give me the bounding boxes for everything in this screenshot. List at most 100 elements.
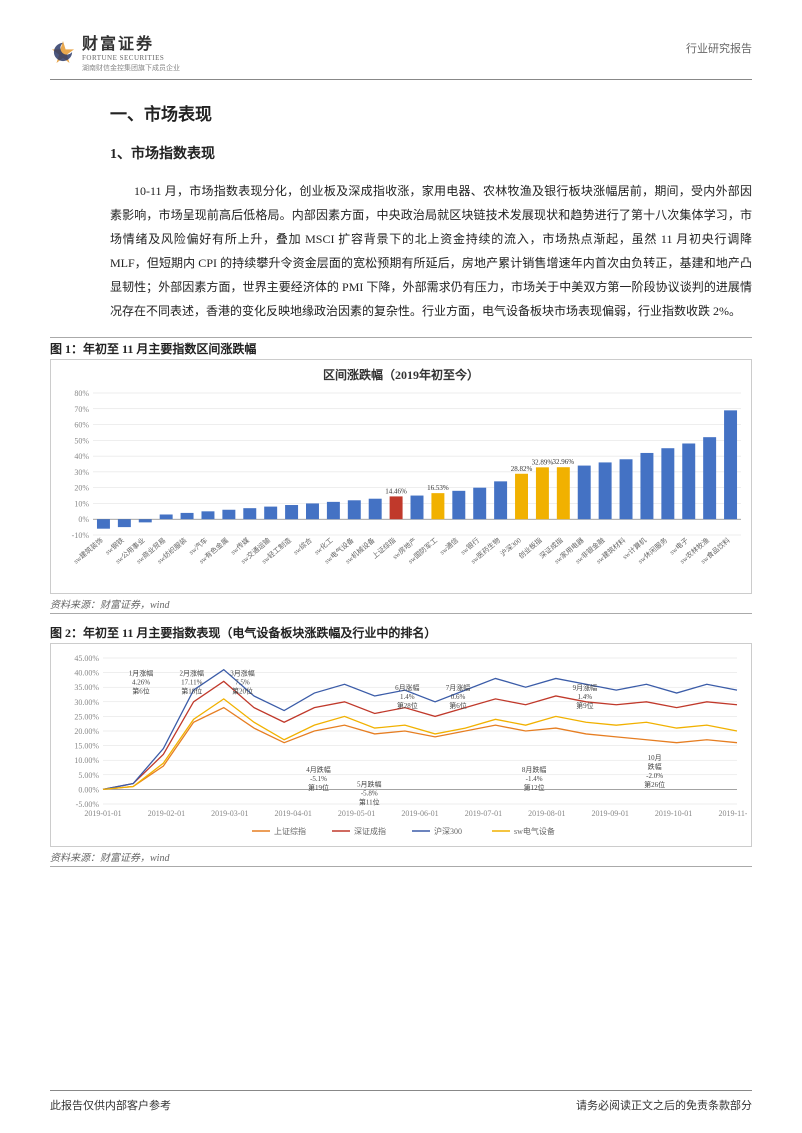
month-note-1-1: 17.11% (181, 679, 202, 687)
month-note-9-1: 跌幅 (648, 762, 662, 771)
doc-type: 行业研究报告 (686, 30, 752, 56)
page-container: 财富证券 FORTUNE SECURITIES 湖南财信金控集团旗下成员企业 行… (0, 0, 802, 1133)
month-note-3-2: 第19位 (308, 783, 329, 792)
body-paragraph-1: 10-11 月，市场指数表现分化，创业板及深成指收涨，家用电器、农林牧渔及银行板… (110, 179, 752, 323)
figure-1-caption: 图 1：年初至 11 月主要指数区间涨跌幅 (50, 337, 752, 357)
month-note-0-2: 第6位 (132, 687, 150, 696)
figure-2-chart: -5.00%0.00%5.00%10.00%15.00%20.00%25.00%… (50, 643, 752, 847)
footer-left: 此报告仅供内部客户参考 (50, 1097, 171, 1113)
bar-29 (703, 437, 716, 519)
month-note-7-0: 8月跌幅 (522, 765, 547, 774)
line-series-1 (103, 681, 737, 789)
svg-text:16.53%: 16.53% (427, 484, 449, 492)
line-chart-svg: -5.00%0.00%5.00%10.00%15.00%20.00%25.00%… (57, 650, 747, 840)
bar-0 (97, 519, 110, 528)
svg-text:2019-08-01: 2019-08-01 (528, 809, 565, 818)
logo-cn: 财富证券 (82, 30, 180, 54)
svg-text:-5.00%: -5.00% (76, 800, 100, 809)
bar-6 (222, 510, 235, 519)
bar-27 (661, 448, 674, 519)
logo-text-block: 财富证券 FORTUNE SECURITIES 湖南财信金控集团旗下成员企业 (82, 30, 180, 73)
svg-text:10.00%: 10.00% (74, 756, 99, 765)
month-note-2-1: 7.5% (235, 679, 250, 687)
month-note-4-0: 5月跌幅 (357, 779, 382, 788)
logo-icon (50, 39, 76, 65)
bar-1 (118, 519, 131, 527)
svg-text:2019-04-01: 2019-04-01 (275, 809, 312, 818)
svg-text:30%: 30% (74, 468, 89, 477)
svg-text:32.89%: 32.89% (532, 458, 554, 466)
section-heading-2: 1、市场指数表现 (110, 143, 752, 163)
month-note-6-1: 0.6% (451, 693, 466, 701)
svg-text:2019-06-01: 2019-06-01 (401, 809, 438, 818)
svg-text:25.00%: 25.00% (74, 712, 99, 721)
bar-18 (473, 488, 486, 520)
bar-chart-svg: -10%0%10%20%30%40%50%60%70%80%sw建筑装饰sw钢铁… (57, 387, 747, 587)
bar-19 (494, 481, 507, 519)
bar-21 (536, 467, 549, 519)
month-note-6-0: 7月涨幅 (446, 683, 471, 692)
month-note-8-2: 第9位 (576, 701, 594, 710)
svg-text:0.00%: 0.00% (78, 785, 99, 794)
month-note-5-2: 第28位 (397, 701, 418, 710)
bar-23 (578, 466, 591, 520)
bar-16 (431, 493, 444, 519)
month-note-7-2: 第12位 (524, 783, 545, 792)
bar-7 (243, 508, 256, 519)
svg-text:sw建筑装饰: sw建筑装饰 (72, 536, 105, 566)
legend-item-2: 沪深300 (434, 826, 462, 836)
bar-20 (515, 474, 528, 519)
svg-text:40%: 40% (74, 452, 89, 461)
logo-sub: 湖南财信金控集团旗下成员企业 (82, 63, 180, 73)
svg-text:50%: 50% (74, 436, 89, 445)
svg-text:35.00%: 35.00% (74, 683, 99, 692)
page-header: 财富证券 FORTUNE SECURITIES 湖南财信金控集团旗下成员企业 行… (50, 30, 752, 80)
svg-text:20%: 20% (74, 484, 89, 493)
svg-text:2019-03-01: 2019-03-01 (211, 809, 248, 818)
bar-15 (411, 496, 424, 520)
month-note-3-1: -5.1% (310, 775, 327, 783)
svg-text:2019-09-01: 2019-09-01 (592, 809, 629, 818)
month-note-9-3: 第26位 (644, 780, 665, 789)
bar-13 (369, 499, 382, 520)
month-note-7-1: -1.4% (526, 775, 543, 783)
svg-text:80%: 80% (74, 389, 89, 398)
month-note-8-1: 1.4% (578, 693, 593, 701)
bar-10 (306, 503, 319, 519)
month-note-0-1: 4.26% (132, 679, 150, 687)
month-note-9-2: -2.0% (646, 772, 663, 780)
bar-24 (599, 462, 612, 519)
svg-text:28.82%: 28.82% (511, 465, 533, 473)
logo-block: 财富证券 FORTUNE SECURITIES 湖南财信金控集团旗下成员企业 (50, 30, 180, 73)
svg-text:sw通信: sw通信 (438, 536, 460, 557)
footer-right: 请务必阅读正文之后的免责条款部分 (576, 1097, 752, 1113)
figure-2-source: 资料来源：财富证券，wind (50, 849, 752, 867)
figure-2-caption: 图 2：年初至 11 月主要指数表现（电气设备板块涨跌幅及行业中的排名） (50, 622, 752, 641)
month-note-2-0: 3月涨幅 (230, 669, 255, 678)
figure-1-chart: 区间涨跌幅（2019年初至今） -10%0%10%20%30%40%50%60%… (50, 359, 752, 594)
svg-text:sw综合: sw综合 (291, 536, 313, 557)
svg-text:2019-07-01: 2019-07-01 (465, 809, 502, 818)
svg-text:20.00%: 20.00% (74, 727, 99, 736)
svg-text:2019-10-01: 2019-10-01 (655, 809, 692, 818)
bar-9 (285, 505, 298, 519)
bar-14 (390, 496, 403, 519)
bar-4 (181, 513, 194, 519)
svg-text:30.00%: 30.00% (74, 698, 99, 707)
month-note-1-0: 2月涨幅 (180, 669, 205, 678)
svg-text:32.96%: 32.96% (553, 458, 575, 466)
month-note-9-0: 10月 (648, 754, 662, 762)
month-note-5-0: 6月涨幅 (395, 683, 420, 692)
page-footer: 此报告仅供内部客户参考 请务必阅读正文之后的免责条款部分 (50, 1090, 752, 1113)
legend-item-0: 上证综指 (274, 826, 306, 836)
legend-item-3: sw电气设备 (514, 826, 555, 836)
month-note-0-0: 1月涨幅 (129, 669, 154, 678)
bar-12 (348, 500, 361, 519)
svg-text:2019-02-01: 2019-02-01 (148, 809, 185, 818)
bar-2 (139, 519, 152, 522)
svg-text:60%: 60% (74, 421, 89, 430)
svg-text:-10%: -10% (72, 531, 90, 540)
month-note-8-0: 9月涨幅 (573, 683, 598, 692)
svg-text:15.00%: 15.00% (74, 742, 99, 751)
month-note-2-2: 第20位 (232, 687, 253, 696)
